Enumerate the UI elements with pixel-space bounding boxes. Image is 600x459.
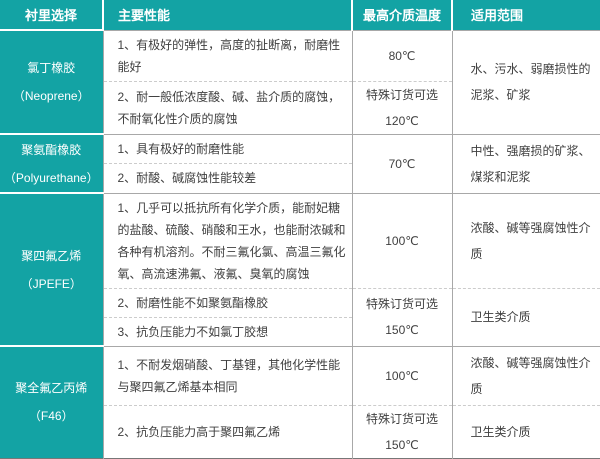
application-cell: 中性、强磨损的矿浆、煤浆和泥浆 bbox=[451, 133, 600, 193]
application-cell: 卫生类介质 bbox=[451, 287, 600, 346]
lining-name: 聚四氟乙烯 bbox=[21, 248, 82, 263]
temp-value: 150℃ bbox=[385, 323, 419, 337]
temperature-cell: 100℃ bbox=[351, 192, 452, 288]
application-cell: 浓酸、碱等强腐蚀性介质 bbox=[451, 345, 600, 405]
header-application: 适用范围 bbox=[451, 0, 600, 30]
table-row: 3、抗负压能力不如氯丁胶想 bbox=[0, 316, 600, 346]
table-row: 2、耐磨性能不如聚氨酯橡胶 特殊订货可选 150℃ 卫生类介质 bbox=[0, 287, 600, 346]
temp-note: 特殊订货可选 bbox=[365, 411, 438, 426]
performance-cell: 1、不耐发烟硝酸、丁基锂，其他化学性能与聚四氟乙烯基本相同 bbox=[102, 345, 352, 405]
table-row: 2、耐酸、碱腐蚀性能较差 bbox=[0, 163, 600, 193]
temp-note: 特殊订货可选 bbox=[365, 87, 438, 102]
lining-cell-polyurethane: 聚氨酯橡胶 （Polyurethane） bbox=[0, 133, 103, 193]
table-row: 2、耐一般低浓度酸、碱、盐介质的腐蚀，不耐氧化性介质的腐蚀 特殊订货可选 120… bbox=[0, 80, 600, 134]
table-row: 聚氨酯橡胶 （Polyurethane） 1、具有极好的耐磨性能 70℃ 中性、… bbox=[0, 133, 600, 193]
temp-note: 特殊订货可选 bbox=[365, 297, 438, 311]
performance-cell: 2、耐酸、碱腐蚀性能较差 bbox=[102, 163, 352, 193]
performance-cell: 2、抗负压能力高于聚四氟乙烯 bbox=[102, 404, 352, 458]
temp-value: 120℃ bbox=[385, 113, 419, 128]
temperature-cell: 特殊订货可选 120℃ bbox=[351, 80, 452, 134]
temp-value: 150℃ bbox=[385, 437, 419, 452]
application-cell: 浓酸、碱等强腐蚀性介质 bbox=[451, 192, 600, 288]
performance-cell: 2、耐一般低浓度酸、碱、盐介质的腐蚀，不耐氧化性介质的腐蚀 bbox=[102, 80, 352, 134]
table-row: 氯丁橡胶 （Neoprene） 1、有极好的弹性，高度的扯断离，耐磨性能好 80… bbox=[0, 29, 600, 134]
temperature-cell: 70℃ bbox=[351, 133, 452, 193]
temperature-cell: 特殊订货可选 150℃ bbox=[351, 404, 452, 458]
lining-code: （F46） bbox=[28, 409, 74, 424]
lining-name: 聚全氟乙丙烯 bbox=[15, 381, 88, 396]
table-row: 聚四氟乙烯 （JPEFE） 1、几乎可以抵抗所有化学介质，能耐妃糖的盐酸、硫酸、… bbox=[0, 192, 600, 346]
table-row: 聚全氟乙丙烯 （F46） 1、不耐发烟硝酸、丁基锂，其他化学性能与聚四氟乙烯基本… bbox=[0, 345, 600, 458]
temperature-cell: 100℃ bbox=[351, 345, 452, 405]
temperature-cell: 80℃ bbox=[351, 29, 452, 81]
lining-cell-neoprene: 氯丁橡胶 （Neoprene） bbox=[0, 29, 103, 134]
application-cell: 水、污水、弱磨损性的泥浆、矿浆 bbox=[451, 29, 600, 134]
performance-cell: 1、具有极好的耐磨性能 bbox=[102, 133, 352, 164]
lining-code: （Neoprene） bbox=[12, 89, 90, 103]
header-performance: 主要性能 bbox=[102, 0, 352, 30]
lining-cell-f46: 聚全氟乙丙烯 （F46） bbox=[0, 345, 103, 458]
lining-code: （Polyurethane） bbox=[3, 170, 99, 185]
performance-cell: 1、有极好的弹性，高度的扯断离，耐磨性能好 bbox=[102, 29, 352, 81]
application-cell: 卫生类介质 bbox=[451, 404, 600, 458]
lining-name: 聚氨酯橡胶 bbox=[21, 142, 82, 157]
lining-cell-jpefe: 聚四氟乙烯 （JPEFE） bbox=[0, 192, 103, 346]
performance-cell: 3、抗负压能力不如氯丁胶想 bbox=[102, 316, 352, 346]
temperature-cell: 特殊订货可选 150℃ bbox=[351, 287, 452, 346]
table-header-row: 衬里选择 主要性能 最高介质温度 适用范围 bbox=[0, 0, 600, 30]
lining-code: （JPEFE） bbox=[20, 276, 82, 291]
header-lining: 衬里选择 bbox=[0, 0, 103, 30]
performance-cell: 2、耐磨性能不如聚氨酯橡胶 bbox=[102, 287, 352, 317]
performance-cell: 1、几乎可以抵抗所有化学介质，能耐妃糖的盐酸、硫酸、硝酸和王水，也能耐浓碱和各种… bbox=[102, 192, 352, 288]
lining-name: 氯丁橡胶 bbox=[27, 61, 76, 75]
header-max-temp: 最高介质温度 bbox=[351, 0, 452, 30]
